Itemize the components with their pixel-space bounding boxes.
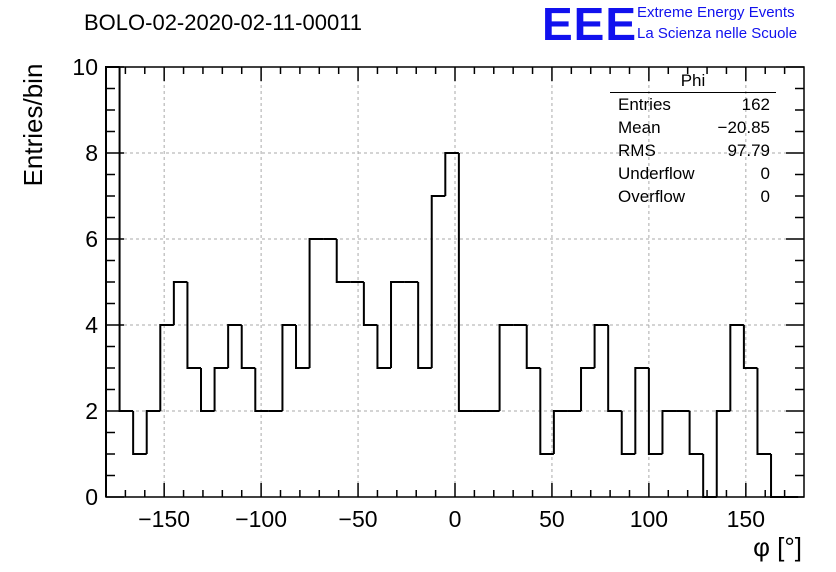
histogram-bin <box>552 410 568 454</box>
x-axis-label: φ [°] <box>753 532 802 562</box>
histogram-bin <box>770 454 785 498</box>
stats-value: 97.79 <box>727 141 770 160</box>
stats-title: Phi <box>610 70 776 93</box>
histogram-bin <box>620 411 636 455</box>
histogram-bin <box>688 411 704 455</box>
stats-label: Underflow <box>618 164 695 183</box>
histogram-bin <box>159 324 174 411</box>
chart-title: BOLO-02-2020-02-11-00011 <box>84 10 363 35</box>
tick-labels: −150 −100 −50 0 50 100 150 0 2 4 6 8 10 <box>72 54 765 532</box>
x-tick-label: 50 <box>539 506 565 532</box>
stats-row-rms: RMS 97.79 <box>610 139 776 162</box>
histogram-bin <box>132 411 147 455</box>
stats-box: Phi Entries 162 Mean −20.85 RMS 97.79 Un… <box>610 70 776 208</box>
histogram-bin <box>539 368 554 455</box>
histogram-bin <box>729 324 744 411</box>
y-tick-label: 10 <box>72 54 98 80</box>
stats-value: 0 <box>760 164 770 183</box>
histogram-bin <box>335 239 351 283</box>
histogram-bin <box>295 325 310 369</box>
histogram-bin <box>457 153 473 412</box>
x-tick-label: −50 <box>339 506 378 532</box>
y-tick-label: 4 <box>85 312 98 338</box>
x-tick-label: −150 <box>138 506 190 532</box>
histogram-bin <box>145 410 161 454</box>
histogram-bin <box>200 368 215 412</box>
histogram-bin <box>593 324 609 368</box>
histogram-bin <box>186 282 202 369</box>
histogram-bin <box>430 195 446 368</box>
stats-label: Mean <box>618 118 661 137</box>
histogram-bin <box>702 454 717 498</box>
stats-value: 162 <box>741 95 770 114</box>
histogram-bin <box>607 325 622 412</box>
histogram-bin <box>172 281 188 325</box>
histogram-bin <box>227 324 242 368</box>
stats-value: 0 <box>760 187 770 206</box>
histogram-bin <box>715 410 731 497</box>
logo-line-1: Extreme Energy Events <box>637 4 795 21</box>
x-tick-label: 0 <box>449 506 462 532</box>
stats-label: Entries <box>618 95 671 114</box>
histogram-bin <box>444 152 459 196</box>
histogram-bin <box>281 324 297 411</box>
histogram-bin <box>362 282 378 326</box>
stats-value: −20.85 <box>717 118 770 137</box>
stats-label: RMS <box>618 141 656 160</box>
histogram-bin <box>525 325 541 369</box>
stats-row-underflow: Underflow 0 <box>610 162 776 185</box>
y-tick-label: 6 <box>85 226 98 252</box>
histogram-bin <box>498 324 514 411</box>
histogram-series <box>105 66 799 498</box>
y-tick-label: 0 <box>85 484 98 510</box>
x-tick-label: 100 <box>630 506 668 532</box>
y-tick-label: 2 <box>85 398 98 424</box>
histogram-bin <box>580 367 595 411</box>
stats-row-mean: Mean −20.85 <box>610 116 776 139</box>
histogram-bin <box>390 281 405 368</box>
eee-logo-mark: EEE <box>542 0 638 50</box>
x-tick-label: 150 <box>727 506 765 532</box>
axes <box>105 66 805 498</box>
y-axis-label: Entries/bin <box>18 63 48 187</box>
histogram-bin <box>213 367 229 411</box>
stats-row-entries: Entries 162 <box>610 93 776 116</box>
histogram-bin <box>661 410 677 454</box>
stats-row-overflow: Overflow 0 <box>610 185 776 208</box>
y-tick-label: 8 <box>85 140 98 166</box>
logo-line-2: La Scienza nelle Scuole <box>637 25 798 42</box>
histogram-bin <box>376 325 392 369</box>
x-tick-label: −100 <box>235 506 287 532</box>
histogram-bin <box>417 282 432 369</box>
histogram-bin <box>240 325 256 369</box>
stats-label: Overflow <box>618 187 686 206</box>
histogram-bin <box>308 238 324 368</box>
histogram-bin <box>254 368 269 412</box>
histogram-bin <box>742 325 758 369</box>
histogram-bin <box>647 368 663 455</box>
histogram-bin <box>756 368 772 455</box>
histogram-bin <box>634 367 649 454</box>
